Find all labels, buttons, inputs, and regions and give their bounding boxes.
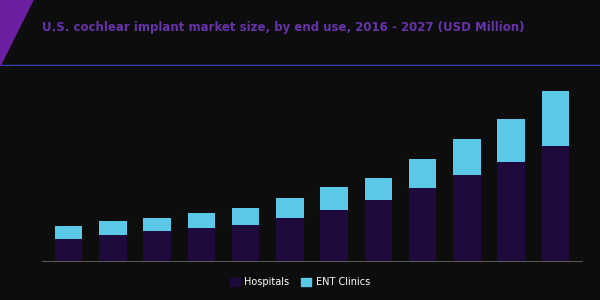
Bar [365,200,392,261]
Bar [320,187,348,210]
Bar [99,236,127,261]
Bar [542,91,569,146]
Legend: Hospitals, ENT Clinics: Hospitals, ENT Clinics [226,273,374,291]
Bar [55,226,82,239]
Polygon shape [0,0,33,66]
Bar [497,162,525,261]
Bar [276,198,304,218]
Bar [99,221,127,236]
Bar [320,210,348,261]
Bar [232,208,259,225]
Text: U.S. cochlear implant market size, by end use, 2016 - 2027 (USD Million): U.S. cochlear implant market size, by en… [42,21,524,34]
Bar [143,231,171,261]
Bar [409,159,436,188]
Bar [55,239,82,261]
Bar [276,218,304,261]
Bar [542,146,569,261]
Bar [188,229,215,261]
Bar [497,118,525,162]
Bar [188,213,215,229]
Bar [453,175,481,261]
Bar [453,139,481,175]
Bar [409,188,436,261]
Bar [365,178,392,200]
Bar [143,218,171,231]
Bar [232,225,259,261]
